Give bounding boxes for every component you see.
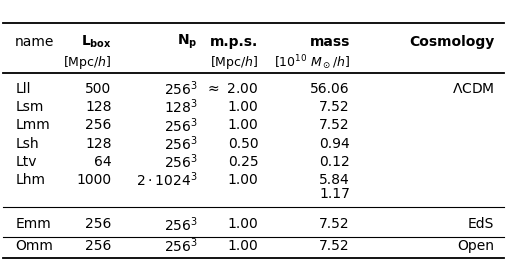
Text: 128: 128 (85, 100, 112, 114)
Text: Lhm: Lhm (15, 173, 45, 187)
Text: $256^3$: $256^3$ (164, 116, 198, 135)
Text: 500: 500 (85, 82, 112, 96)
Text: Open: Open (457, 239, 494, 253)
Text: 7.52: 7.52 (319, 239, 350, 253)
Text: 256: 256 (85, 118, 112, 132)
Text: EdS: EdS (468, 217, 494, 232)
Text: 1.00: 1.00 (228, 173, 259, 187)
Text: $\approx$ 2.00: $\approx$ 2.00 (205, 82, 259, 96)
Text: 1.00: 1.00 (228, 100, 259, 114)
Text: m.p.s.: m.p.s. (210, 35, 259, 49)
Text: $2 \cdot 1024^3$: $2 \cdot 1024^3$ (136, 171, 198, 189)
Text: name: name (15, 35, 55, 49)
Text: 1.00: 1.00 (228, 217, 259, 232)
Text: 1.00: 1.00 (228, 118, 259, 132)
Text: Ltv: Ltv (15, 155, 37, 169)
Text: 1.00: 1.00 (228, 239, 259, 253)
Text: 0.12: 0.12 (319, 155, 350, 169)
Text: $256^3$: $256^3$ (164, 215, 198, 234)
Text: Cosmology: Cosmology (409, 35, 494, 49)
Text: Lmm: Lmm (15, 118, 50, 132)
Text: $\mathbf{L}_{\mathbf{box}}$: $\mathbf{L}_{\mathbf{box}}$ (81, 34, 112, 50)
Text: 0.50: 0.50 (228, 137, 259, 151)
Text: Lll: Lll (15, 82, 31, 96)
Text: [Mpc$/h$]: [Mpc$/h$] (210, 54, 259, 71)
Text: Omm: Omm (15, 239, 53, 253)
Text: $\Lambda$CDM: $\Lambda$CDM (452, 82, 494, 96)
Text: 56.06: 56.06 (310, 82, 350, 96)
Text: 64: 64 (94, 155, 112, 169)
Text: $256^3$: $256^3$ (164, 79, 198, 98)
Text: 7.52: 7.52 (319, 100, 350, 114)
Text: 5.84: 5.84 (319, 173, 350, 187)
Text: $256^3$: $256^3$ (164, 152, 198, 171)
Text: 256: 256 (85, 217, 112, 232)
Text: 7.52: 7.52 (319, 217, 350, 232)
Text: [Mpc$/h$]: [Mpc$/h$] (63, 54, 112, 71)
Text: Emm: Emm (15, 217, 51, 232)
Text: 1000: 1000 (77, 173, 112, 187)
Text: $\mathbf{N}_{\mathbf{p}}$: $\mathbf{N}_{\mathbf{p}}$ (177, 33, 198, 51)
Text: 0.25: 0.25 (228, 155, 259, 169)
Text: Lsm: Lsm (15, 100, 44, 114)
Text: $256^3$: $256^3$ (164, 134, 198, 153)
Text: mass: mass (309, 35, 350, 49)
Text: $128^3$: $128^3$ (164, 98, 198, 116)
Text: 7.52: 7.52 (319, 118, 350, 132)
Text: [$10^{10}$ $M_\odot/h$]: [$10^{10}$ $M_\odot/h$] (274, 53, 350, 72)
Text: 256: 256 (85, 239, 112, 253)
Text: $256^3$: $256^3$ (164, 236, 198, 255)
Text: 128: 128 (85, 137, 112, 151)
Text: 1.17: 1.17 (319, 187, 350, 201)
Text: 0.94: 0.94 (319, 137, 350, 151)
Text: Lsh: Lsh (15, 137, 39, 151)
